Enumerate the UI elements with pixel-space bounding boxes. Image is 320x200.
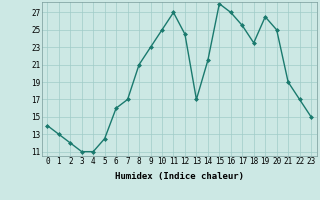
X-axis label: Humidex (Indice chaleur): Humidex (Indice chaleur) — [115, 172, 244, 181]
